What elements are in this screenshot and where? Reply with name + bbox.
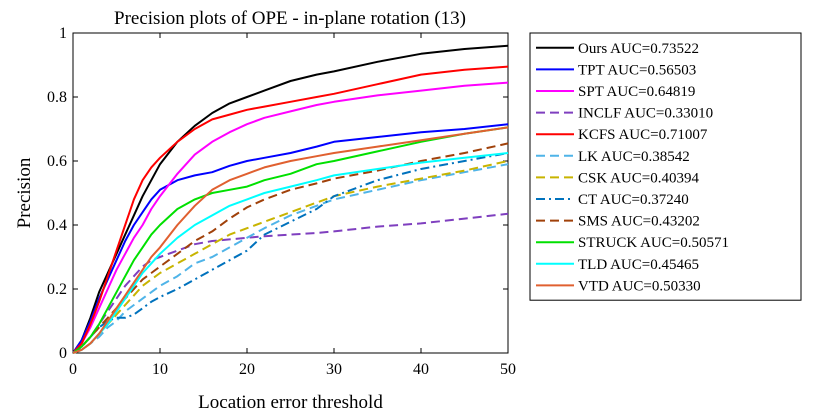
legend: Ours AUC=0.73522 TPT AUC=0.56503 SPT AUC=0…	[529, 32, 802, 301]
series-line-0	[72, 44, 509, 354]
x-tick-label-5: 50	[500, 361, 516, 378]
y-tick-label-0: 0	[59, 345, 67, 362]
series-line-4	[72, 65, 509, 354]
x-tick-label-1: 10	[152, 361, 168, 378]
legend-label-3: INCLF AUC=0.33010	[578, 106, 713, 122]
x-tick-label-4: 40	[413, 361, 429, 378]
x-tick-label-3: 30	[326, 361, 342, 378]
x-tick-label-2: 20	[239, 361, 255, 378]
series-line-5	[72, 163, 509, 354]
series-line-10	[72, 152, 509, 354]
legend-label-1: TPT AUC=0.56503	[578, 62, 696, 78]
series-line-11	[72, 126, 509, 354]
legend-box	[529, 32, 802, 301]
legend-label-7: CT AUC=0.37240	[578, 192, 689, 208]
y-tick-label-3: 0.6	[47, 153, 67, 170]
legend-label-4: KCFS AUC=0.71007	[578, 127, 708, 143]
legend-label-11: VTD AUC=0.50330	[578, 278, 701, 294]
chart-title: Precision plots of OPE - in-plane rotati…	[114, 8, 466, 29]
legend-label-5: LK AUC=0.38542	[578, 149, 690, 165]
series-line-9	[72, 126, 509, 354]
x-tick-label-0: 0	[69, 361, 77, 378]
y-tick-label-4: 0.8	[47, 89, 67, 106]
series-line-8	[72, 142, 509, 354]
y-tick-label-5: 1	[59, 25, 67, 42]
axis-ticks: 0 10 20 30 40 50 0 0.2 0.4 0.6 0.8 1	[47, 25, 516, 378]
legend-label-10: TLD AUC=0.45465	[578, 257, 699, 273]
plot-frame	[72, 32, 509, 354]
y-tick-label-1: 0.2	[47, 281, 67, 298]
legend-label-2: SPT AUC=0.64819	[578, 84, 695, 100]
x-axis-label: Location error threshold	[198, 392, 383, 413]
legend-label-6: CSK AUC=0.40394	[578, 170, 699, 186]
y-axis-label: Precision	[14, 157, 35, 228]
legend-label-8: SMS AUC=0.43202	[578, 214, 700, 230]
series-line-2	[72, 81, 509, 354]
legend-label-9: STRUCK AUC=0.50571	[578, 235, 729, 251]
legend-label-0: Ours AUC=0.73522	[578, 41, 699, 57]
series-layer	[72, 44, 509, 354]
y-tick-label-2: 0.4	[47, 217, 67, 234]
